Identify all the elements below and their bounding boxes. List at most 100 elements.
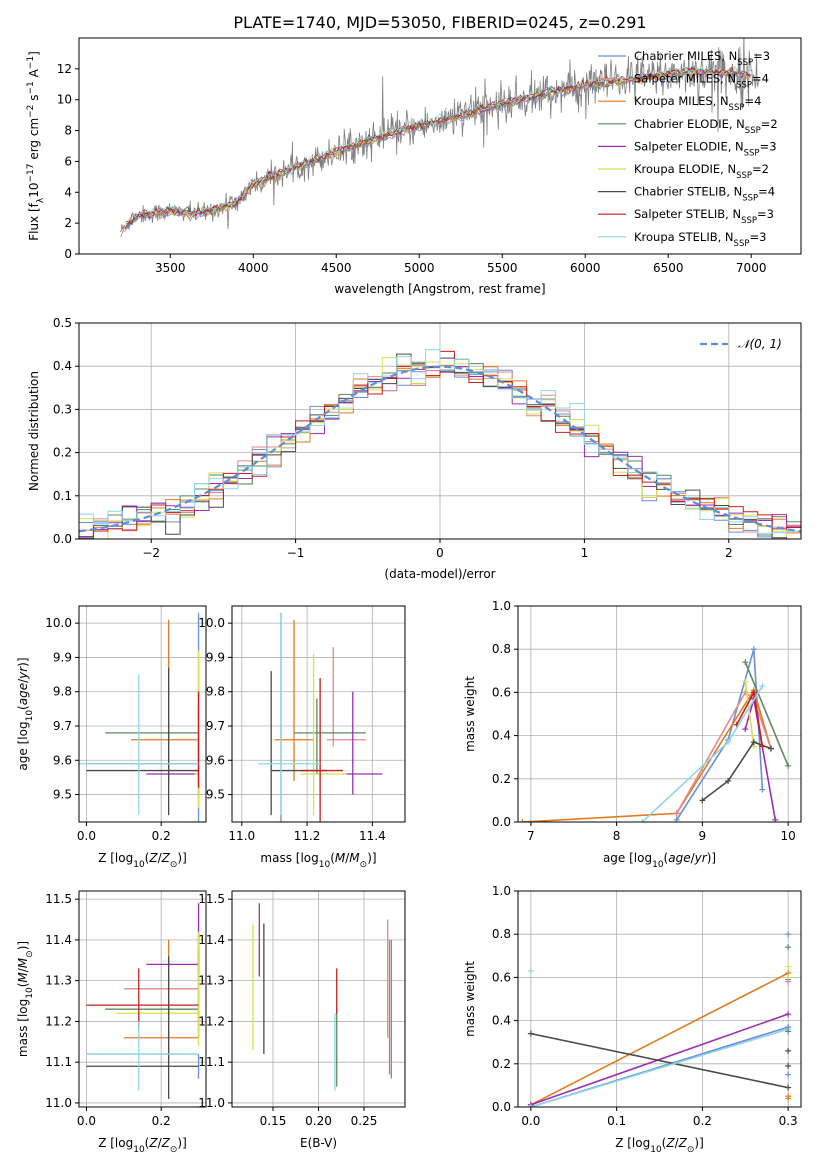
figure-title: PLATE=1740, MJD=53050, FIBERID=0245, z=0…: [233, 13, 646, 32]
label-part: ]: [27, 51, 41, 56]
y-axis-label: mass [log10(M/M⊙)]: [16, 941, 35, 1057]
residuals-panel: −2 −1 0 1 2 0.0 0.1 0.2 0.3 0.4 0.5 𝒩(0, 1) (data-mo…: [27, 316, 802, 581]
x-tick-label: 0.2: [152, 829, 171, 843]
label-part: 10: [133, 1145, 145, 1155]
x-axis-label: age [log10(age/yr)]: [603, 851, 716, 870]
legend-text: Salpeter ELODIE, NSSP=3: [634, 139, 777, 158]
label-part: 10: [319, 860, 331, 870]
x-tick-label: 0.0: [521, 1114, 540, 1128]
legend-text-part: SSP: [736, 171, 752, 181]
label-part: Flux [f: [27, 202, 41, 240]
histogram-kroupa-stelib: [79, 349, 801, 534]
axes-frame: [231, 605, 406, 823]
y-tick-label: 4: [64, 185, 72, 199]
x-tick-label: 0.0: [77, 829, 96, 843]
y-tick-label: 10: [57, 93, 72, 107]
y-tick-label: 9.8: [53, 685, 72, 699]
legend-text-part: SSP: [742, 194, 758, 204]
y-tick-label: 9.7: [206, 719, 225, 733]
x-tick-label: 4500: [321, 261, 352, 275]
y-tick-label: 9.5: [53, 788, 72, 802]
mass-weight-vs-metallicity-panel: 0.0 0.1 0.2 0.30.00.20.40.60.81.0Z [log10(Z…: [463, 884, 802, 1155]
label-part: )]: [694, 1136, 703, 1150]
y-tick-label: 10.0: [198, 616, 225, 630]
y-tick-label: 11.2: [198, 1014, 225, 1028]
label-part: Z: [161, 851, 171, 865]
legend-text-part: SSP: [734, 239, 750, 249]
label-part: Z [log: [615, 1136, 650, 1150]
x-tick-label: 11.0: [228, 829, 255, 843]
x-tick-label: 0.15: [260, 1114, 287, 1128]
y-tick-label: 0.2: [492, 772, 511, 786]
x-tick-label: 2: [725, 546, 733, 560]
x-tick-label: 11.4: [359, 829, 386, 843]
plot-area: [120, 38, 760, 238]
label-part: M: [16, 957, 30, 968]
y-tick-label: 1.0: [492, 599, 511, 613]
y-tick-label: 0: [64, 247, 72, 261]
age-vs-mass-panel: 11.0 11.2 11.4 9.5 9.6 9.7 9.8 9.9 10.0 mass [log…: [198, 605, 406, 870]
spectrum-panel: 3500 4000 4500 5000 5500 6000 6500 7000 0 2 4 6 8 10 1…: [26, 37, 802, 296]
x-tick-label: 1: [581, 546, 589, 560]
x-axis-label: mass [log10(M/M⊙)]: [260, 851, 376, 870]
label-part: (: [16, 705, 30, 710]
axes-frame: [78, 605, 207, 823]
y-tick-label: 11.3: [198, 974, 225, 988]
axes-frame: [517, 605, 802, 823]
y-tick-label: 0.2: [53, 446, 72, 460]
label-part: )]: [177, 851, 186, 865]
weight-line-chabrier-stelib: [530, 1032, 789, 1089]
legend-text-part: SSP: [736, 81, 752, 91]
y-tick-label: 11.5: [45, 892, 72, 906]
x-tick-label: 10: [780, 829, 795, 843]
label-part: mass [log: [260, 851, 318, 865]
label-part: age: [668, 851, 690, 865]
y-tick-label: 10.0: [45, 616, 72, 630]
x-tick-label: 9: [699, 829, 707, 843]
plot-area: [252, 903, 392, 1091]
y-tick-label: 11.4: [45, 933, 72, 947]
label-part: M: [335, 851, 346, 865]
label-part: M: [16, 972, 30, 983]
label-part: ⊙: [360, 860, 368, 870]
legend-text-part: Chabrier ELODIE, N: [634, 117, 745, 131]
legend-text-part: Salpeter ELODIE, N: [634, 139, 744, 153]
y-tick-label: 0.3: [53, 402, 72, 416]
label-part: 10: [133, 860, 145, 870]
x-tick-label: 6500: [653, 261, 684, 275]
legend-text-part: Chabrier MILES, N: [634, 49, 737, 63]
legend-text: Salpeter STELIB, NSSP=3: [634, 207, 774, 226]
y-tick-label: 0.0: [492, 815, 511, 829]
y-tick-label: 0.4: [53, 359, 72, 373]
y-tick-label: 0.6: [492, 970, 511, 984]
label-part: A: [27, 68, 41, 81]
label-part: (: [664, 851, 669, 865]
y-tick-label: 0.6: [492, 685, 511, 699]
y-tick-label: 9.5: [206, 788, 225, 802]
label-part: −1: [26, 81, 36, 94]
label-part: )]: [177, 1136, 186, 1150]
label-part: Normed distribution: [27, 371, 41, 491]
y-axis-label: Normed distribution: [27, 371, 41, 491]
y-tick-label: 8: [64, 124, 72, 138]
label-part: age [log: [603, 851, 652, 865]
gaussian-curve: [79, 365, 801, 533]
label-part: (: [145, 851, 150, 865]
label-part: wavelength [Angstrom, rest frame]: [334, 282, 545, 296]
weight-line-salpeter-miles: [676, 691, 772, 814]
label-part: Z [log: [98, 1136, 133, 1150]
label-part: ⊙: [170, 860, 178, 870]
legend-text: Kroupa ELODIE, NSSP=2: [634, 162, 769, 181]
legend-text-part: Salpeter STELIB, N: [634, 207, 741, 221]
label-part: /: [16, 678, 30, 683]
label-part: E(B-V): [300, 1136, 337, 1150]
label-part: 10: [25, 710, 35, 722]
x-tick-label: 0.0: [77, 1114, 96, 1128]
x-tick-label: 6000: [570, 261, 601, 275]
legend-text-part: =4: [758, 185, 775, 199]
y-tick-label: 11.3: [45, 974, 72, 988]
label-part: /: [158, 851, 163, 865]
x-tick-label: −1: [287, 546, 305, 560]
label-part: Z: [161, 1136, 171, 1150]
